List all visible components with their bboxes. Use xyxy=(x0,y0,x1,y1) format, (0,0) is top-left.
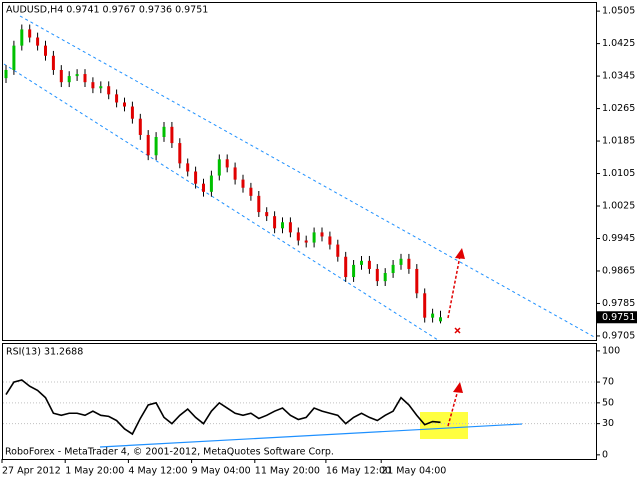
y-tick-label: 100 xyxy=(602,345,620,356)
candle xyxy=(36,37,40,46)
rsi-title: RSI(13) 31.2688 xyxy=(6,347,83,358)
rsi-trendline xyxy=(99,423,523,448)
x-tick-label: 4 May 12:00 xyxy=(128,466,187,477)
candle xyxy=(344,256,348,278)
candle xyxy=(202,183,205,192)
annotations xyxy=(3,15,597,448)
candle xyxy=(375,268,379,282)
candle xyxy=(265,212,269,217)
current-price: 0.9751 xyxy=(602,312,635,323)
y-tick-label: 1.0025 xyxy=(602,201,635,212)
arrow-head xyxy=(455,248,465,259)
candle xyxy=(328,236,332,245)
y-tick-label: 70 xyxy=(602,377,614,388)
chart-title: AUDUSD,H4 0.9741 0.9767 0.9736 0.9751 xyxy=(6,5,208,16)
channel-lower xyxy=(3,63,439,341)
candle xyxy=(407,258,411,269)
candle xyxy=(91,82,95,89)
y-tick-label: 0.9705 xyxy=(602,330,635,341)
candle xyxy=(233,167,237,180)
candle xyxy=(312,232,316,243)
candle xyxy=(241,179,245,188)
x-tick-label: 21 May 04:00 xyxy=(381,466,446,477)
candle xyxy=(336,244,340,257)
candle xyxy=(59,69,63,83)
y-tick-label: 0.9945 xyxy=(602,233,635,244)
y-tick-label: 30 xyxy=(602,418,614,429)
candle xyxy=(20,29,24,46)
y-tick-label: 1.0345 xyxy=(602,71,635,82)
candle xyxy=(367,260,371,269)
candle xyxy=(423,293,427,318)
rsi-line xyxy=(5,379,441,436)
candle xyxy=(439,317,442,322)
y-tick-label: 0 xyxy=(602,449,608,460)
candle xyxy=(4,69,8,79)
candle xyxy=(249,187,253,196)
y-tick-label: 1.0265 xyxy=(602,103,635,114)
candle xyxy=(115,94,119,103)
candle xyxy=(67,76,71,83)
candle xyxy=(431,313,435,318)
candle xyxy=(123,102,126,107)
candle xyxy=(138,118,142,135)
candle xyxy=(51,55,55,70)
footer: RoboForex - MetaTrader 4, © 2001-2012, M… xyxy=(5,447,334,458)
stop-mark xyxy=(454,327,461,334)
highlight-box xyxy=(420,412,468,439)
candle xyxy=(107,86,111,95)
candle xyxy=(130,106,134,119)
candle xyxy=(257,195,261,213)
channel-upper xyxy=(19,15,597,339)
y-tick-label: 0.9785 xyxy=(602,298,635,309)
candle xyxy=(383,273,387,282)
candle xyxy=(399,258,403,265)
y-tick-label: 1.0505 xyxy=(602,6,635,17)
candle xyxy=(99,86,103,89)
candle xyxy=(391,264,395,274)
candle xyxy=(154,136,158,156)
y-tick-label: 1.0105 xyxy=(602,168,635,179)
rsi-panel xyxy=(2,343,597,460)
candle xyxy=(83,74,87,83)
candle xyxy=(162,126,166,137)
y-tick-label: 1.0425 xyxy=(602,38,635,49)
candle xyxy=(360,260,363,265)
candle xyxy=(209,175,213,192)
candle xyxy=(288,222,292,233)
candle xyxy=(281,222,284,229)
candle xyxy=(178,143,182,164)
candle xyxy=(146,134,150,156)
x-tick-label: 27 Apr 2012 xyxy=(2,466,61,477)
candle xyxy=(44,45,47,56)
candle xyxy=(170,126,174,144)
candle xyxy=(352,264,356,278)
price-label-bg xyxy=(597,311,637,324)
candle xyxy=(28,29,32,38)
candle xyxy=(296,232,300,241)
candle xyxy=(217,159,221,176)
x-tick-label: 9 May 04:00 xyxy=(192,466,251,477)
x-tick-label: 1 May 20:00 xyxy=(65,466,124,477)
candle xyxy=(75,74,79,77)
y-tick-label: 0.9865 xyxy=(602,265,635,276)
candle xyxy=(225,159,229,168)
y-tick-label: 50 xyxy=(602,397,614,408)
price-panel xyxy=(2,2,597,341)
candle xyxy=(186,163,190,172)
x-tick-label: 16 May 12:00 xyxy=(326,466,391,477)
candle xyxy=(12,45,16,70)
rsi-arrow xyxy=(447,389,459,427)
candle xyxy=(415,268,419,294)
x-tick-label: 11 May 20:00 xyxy=(255,466,320,477)
candle xyxy=(273,216,277,229)
candle xyxy=(304,240,308,243)
candle xyxy=(320,232,324,237)
y-tick-label: 1.0185 xyxy=(602,136,635,147)
forecast-arrow xyxy=(447,255,461,319)
candle xyxy=(194,171,198,184)
arrow-head xyxy=(453,382,463,393)
